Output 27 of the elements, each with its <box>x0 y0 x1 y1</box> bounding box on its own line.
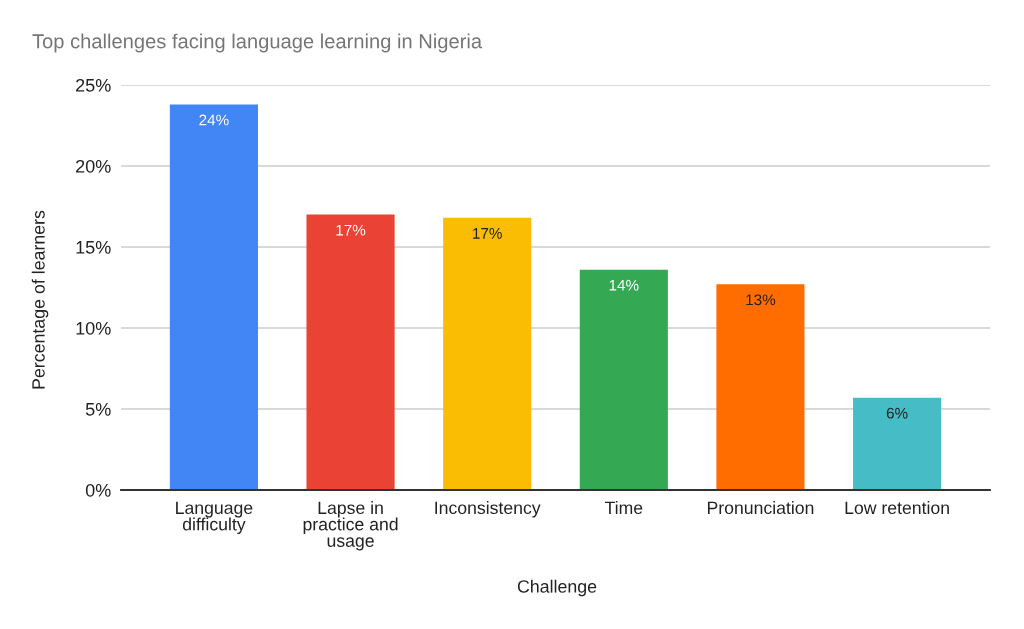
x-tick-label: Lapse in practice and usage <box>303 501 398 551</box>
y-tick-label: 15% <box>76 241 111 254</box>
data-label: 24% <box>199 114 229 126</box>
data-label: 14% <box>609 279 639 291</box>
y-axis-title: Percentage of learners <box>31 210 49 389</box>
y-tick-label: 20% <box>76 159 111 173</box>
bar <box>443 217 532 490</box>
data-label: 17% <box>336 224 366 236</box>
bar <box>579 269 668 490</box>
y-tick-label: 25% <box>76 78 111 92</box>
data-label: 13% <box>746 294 776 306</box>
x-axis-title: Challenge <box>517 579 597 597</box>
bar <box>306 214 395 490</box>
y-tick-label: 5% <box>85 403 111 416</box>
bar <box>853 397 942 490</box>
chart-title: Top challenges facing language learning in Nigeria <box>32 33 483 53</box>
bar <box>716 284 805 490</box>
x-tick-label: Time <box>604 501 643 515</box>
y-tick-label: 0% <box>85 483 111 497</box>
x-tick-label: Language difficulty <box>176 501 253 534</box>
y-tick-label: 10% <box>76 321 111 335</box>
x-tick-label: Inconsistency <box>435 501 541 518</box>
x-tick-label: Low retention <box>845 501 949 515</box>
bar <box>169 104 258 490</box>
x-tick-label: Pronunciation <box>707 501 814 515</box>
data-label: 17% <box>473 228 502 239</box>
data-label: 6% <box>886 407 908 419</box>
